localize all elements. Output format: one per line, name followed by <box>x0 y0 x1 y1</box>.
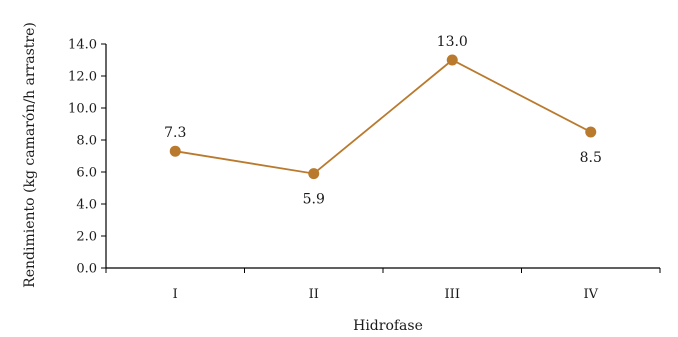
x-tick-label: I <box>173 287 178 302</box>
x-tick-label: II <box>309 287 319 302</box>
data-point <box>446 54 458 66</box>
x-axis-title: Hidrofase <box>353 318 423 334</box>
y-tick-label: 2.0 <box>76 230 97 245</box>
y-tick-label: 0.0 <box>76 262 97 277</box>
data-point <box>308 168 320 180</box>
data-point <box>585 126 597 138</box>
data-label: 7.3 <box>164 125 186 141</box>
x-tick-label: III <box>445 287 460 302</box>
data-label: 13.0 <box>437 34 468 50</box>
x-tick-label: IV <box>583 287 598 302</box>
y-axis-title: Rendimiento (kg camarón/h arrastre) <box>22 22 38 288</box>
y-tick-label: 10.0 <box>68 102 97 117</box>
y-tick-label: 4.0 <box>76 198 97 213</box>
y-tick-label: 12.0 <box>68 70 97 85</box>
y-tick-label: 8.0 <box>76 134 97 149</box>
data-point <box>169 145 181 157</box>
data-label: 8.5 <box>580 150 602 166</box>
y-tick-label: 6.0 <box>76 166 97 181</box>
plot-area: 0.02.04.06.08.010.012.014.0I II III IV7.35.… <box>68 34 661 302</box>
data-label: 5.9 <box>303 192 325 208</box>
y-tick-label: 14.0 <box>68 38 97 53</box>
series-line <box>175 58 592 175</box>
